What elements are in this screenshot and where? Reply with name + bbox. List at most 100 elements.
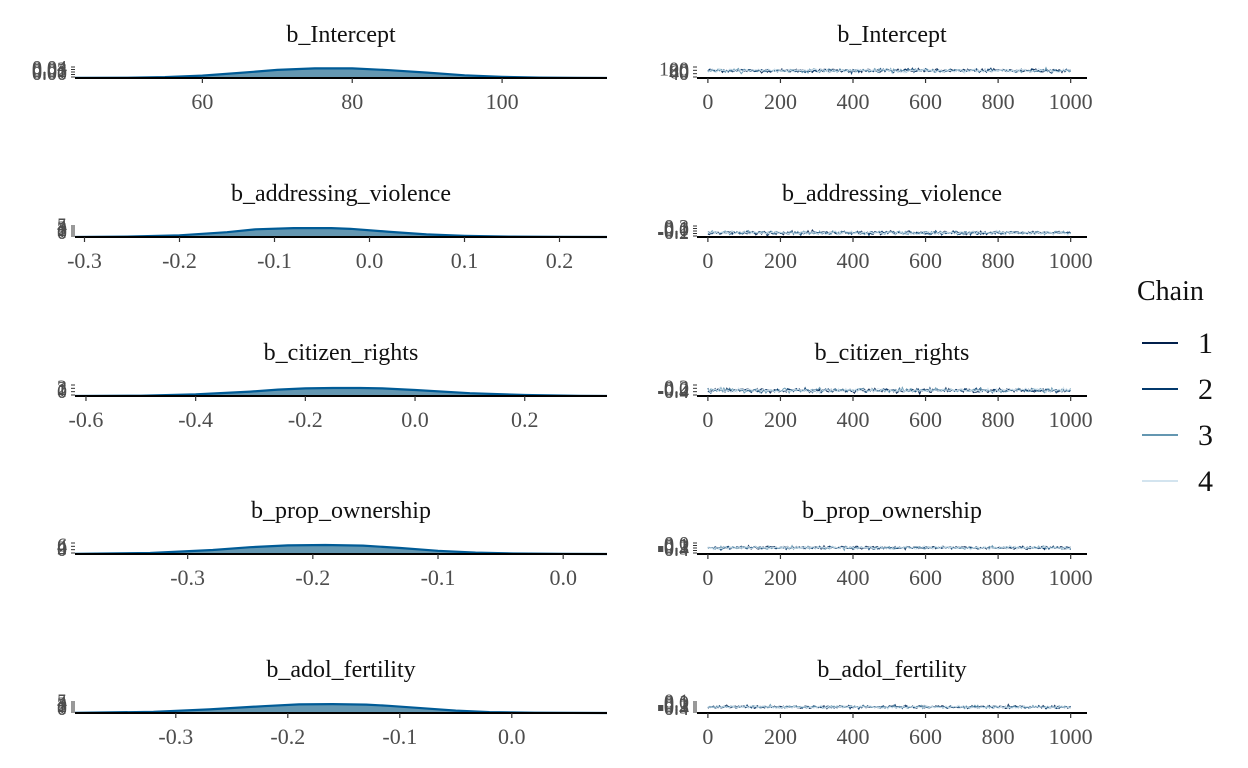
trace-chain-4 — [707, 67, 1071, 75]
y-tick-label: -0.1 — [657, 221, 689, 243]
y-tick-label: 60 — [669, 62, 689, 84]
legend-title: Chain — [1137, 276, 1204, 307]
y-tick-label: -0.2 — [657, 695, 689, 717]
y-tick-label: -0.4 — [657, 698, 689, 720]
y-tick-label: 100 — [659, 59, 689, 81]
y-tick-label: 2 — [57, 538, 67, 560]
y-tick-label: 4 — [57, 216, 67, 238]
panel-title: b_adol_fertility — [817, 657, 966, 683]
legend-item-3: 3 — [1142, 419, 1213, 452]
y-tick-label: -0.1 — [657, 535, 689, 557]
y-tick-label: 0.01 — [32, 62, 67, 84]
x-tick-label: 0.2 — [546, 248, 574, 273]
y-tick-label: 0.0 — [664, 692, 689, 714]
x-tick-label: 1000 — [1049, 724, 1093, 749]
panel-title: b_prop_ownership — [802, 498, 982, 524]
x-tick-label: 800 — [982, 565, 1015, 590]
y-tick-label: 0.00 — [32, 63, 67, 85]
y-tick-label: 0.2 — [664, 377, 689, 399]
panel-title: b_Intercept — [837, 22, 947, 48]
x-tick-label: -0.1 — [257, 248, 292, 273]
x-tick-label: 800 — [982, 407, 1015, 432]
y-tick-label: 0 — [57, 698, 67, 720]
y-tick-label: 3 — [57, 218, 67, 240]
legend-item-1: 1 — [1142, 327, 1213, 360]
x-tick-label: 0 — [702, 89, 713, 114]
y-tick-label: 3 — [57, 377, 67, 399]
trace-chain-4 — [707, 544, 1072, 551]
legend: Chain 1 2 3 4 — [1137, 276, 1213, 498]
y-tick-label: 0 — [57, 539, 67, 561]
y-tick-label: 0.2 — [664, 216, 689, 238]
trace-chain-4 — [707, 704, 1071, 711]
density-area — [75, 228, 607, 237]
y-tick-label: 0.02 — [32, 60, 67, 82]
y-tick-label: 80 — [669, 60, 689, 82]
x-tick-label: 600 — [909, 248, 942, 273]
x-tick-label: 0 — [702, 407, 713, 432]
trace-chain-3 — [707, 386, 1072, 395]
y-tick-label: 0 — [57, 222, 67, 244]
y-tick-label: 6 — [57, 535, 67, 557]
density-area — [75, 545, 607, 554]
x-tick-label: -0.3 — [67, 248, 102, 273]
y-tick-label: -0.2 — [657, 380, 689, 402]
x-tick-label: 0.0 — [401, 407, 429, 432]
y-tick-label: 0.1 — [664, 218, 689, 240]
y-tick-label: 1 — [57, 221, 67, 243]
panel-4: b_addressing_violence -0.2-0.10.00.10.2 0 2… — [657, 181, 1092, 273]
x-tick-label: 0.0 — [356, 248, 384, 273]
x-tick-label: 600 — [909, 724, 942, 749]
y-tick-label: -0.3 — [657, 538, 689, 560]
y-tick-label: -0.1 — [657, 694, 689, 716]
x-tick-label: 200 — [764, 248, 797, 273]
x-tick-label: -0.1 — [382, 724, 417, 749]
y-tick-label: -0.4 — [657, 539, 689, 561]
x-tick-label: 0 — [702, 565, 713, 590]
panel-10: b_adol_fertility -0.4-0.3-0.2-0.10.00.1 0 2… — [657, 657, 1092, 749]
x-tick-label: 0.0 — [498, 724, 526, 749]
panel-title: b_addressing_violence — [231, 181, 451, 207]
x-tick-label: 200 — [764, 565, 797, 590]
y-tick-label: 2 — [57, 695, 67, 717]
y-tick-label: -0.2 — [657, 222, 689, 244]
y-tick-label: 2 — [57, 378, 67, 400]
panel-8: b_prop_ownership -0.4-0.3-0.2-0.10.0 0 200 4… — [657, 498, 1092, 590]
x-tick-label: 60 — [191, 89, 213, 114]
x-tick-label: 1000 — [1049, 407, 1093, 432]
x-tick-label: 80 — [341, 89, 363, 114]
panel-title: b_addressing_violence — [782, 181, 1002, 207]
x-tick-label: 0 — [702, 248, 713, 273]
y-tick-label: 4 — [57, 692, 67, 714]
x-tick-label: 100 — [486, 89, 519, 114]
y-tick-label: 4 — [57, 536, 67, 558]
legend-items: 1 2 3 4 — [1142, 327, 1213, 498]
x-tick-label: 800 — [982, 724, 1015, 749]
x-tick-label: 0.0 — [549, 565, 577, 590]
panel-1: b_Intercept 0.000.010.020.030.04 60 80 100 — [32, 22, 608, 114]
x-tick-label: 0.1 — [451, 248, 479, 273]
legend-label: 4 — [1198, 465, 1213, 498]
x-tick-label: 200 — [764, 89, 797, 114]
panel-6: b_citizen_rights -0.4-0.20.00.2 0 200 400 600… — [657, 340, 1092, 432]
trace-chain-4 — [707, 386, 1071, 395]
legend-label: 2 — [1198, 373, 1213, 406]
panel-title: b_adol_fertility — [266, 657, 415, 683]
x-tick-label: 600 — [909, 565, 942, 590]
y-tick-label: 1 — [57, 380, 67, 402]
y-tick-label: 0.0 — [664, 533, 689, 555]
y-tick-label: 0.03 — [32, 59, 67, 81]
panel-title: b_citizen_rights — [264, 340, 419, 366]
y-tick-label: 5 — [57, 691, 67, 713]
x-tick-label: 0 — [702, 724, 713, 749]
x-tick-label: 1000 — [1049, 565, 1093, 590]
x-tick-label: 400 — [837, 248, 870, 273]
panel-title: b_citizen_rights — [815, 340, 970, 366]
x-tick-label: 200 — [764, 407, 797, 432]
